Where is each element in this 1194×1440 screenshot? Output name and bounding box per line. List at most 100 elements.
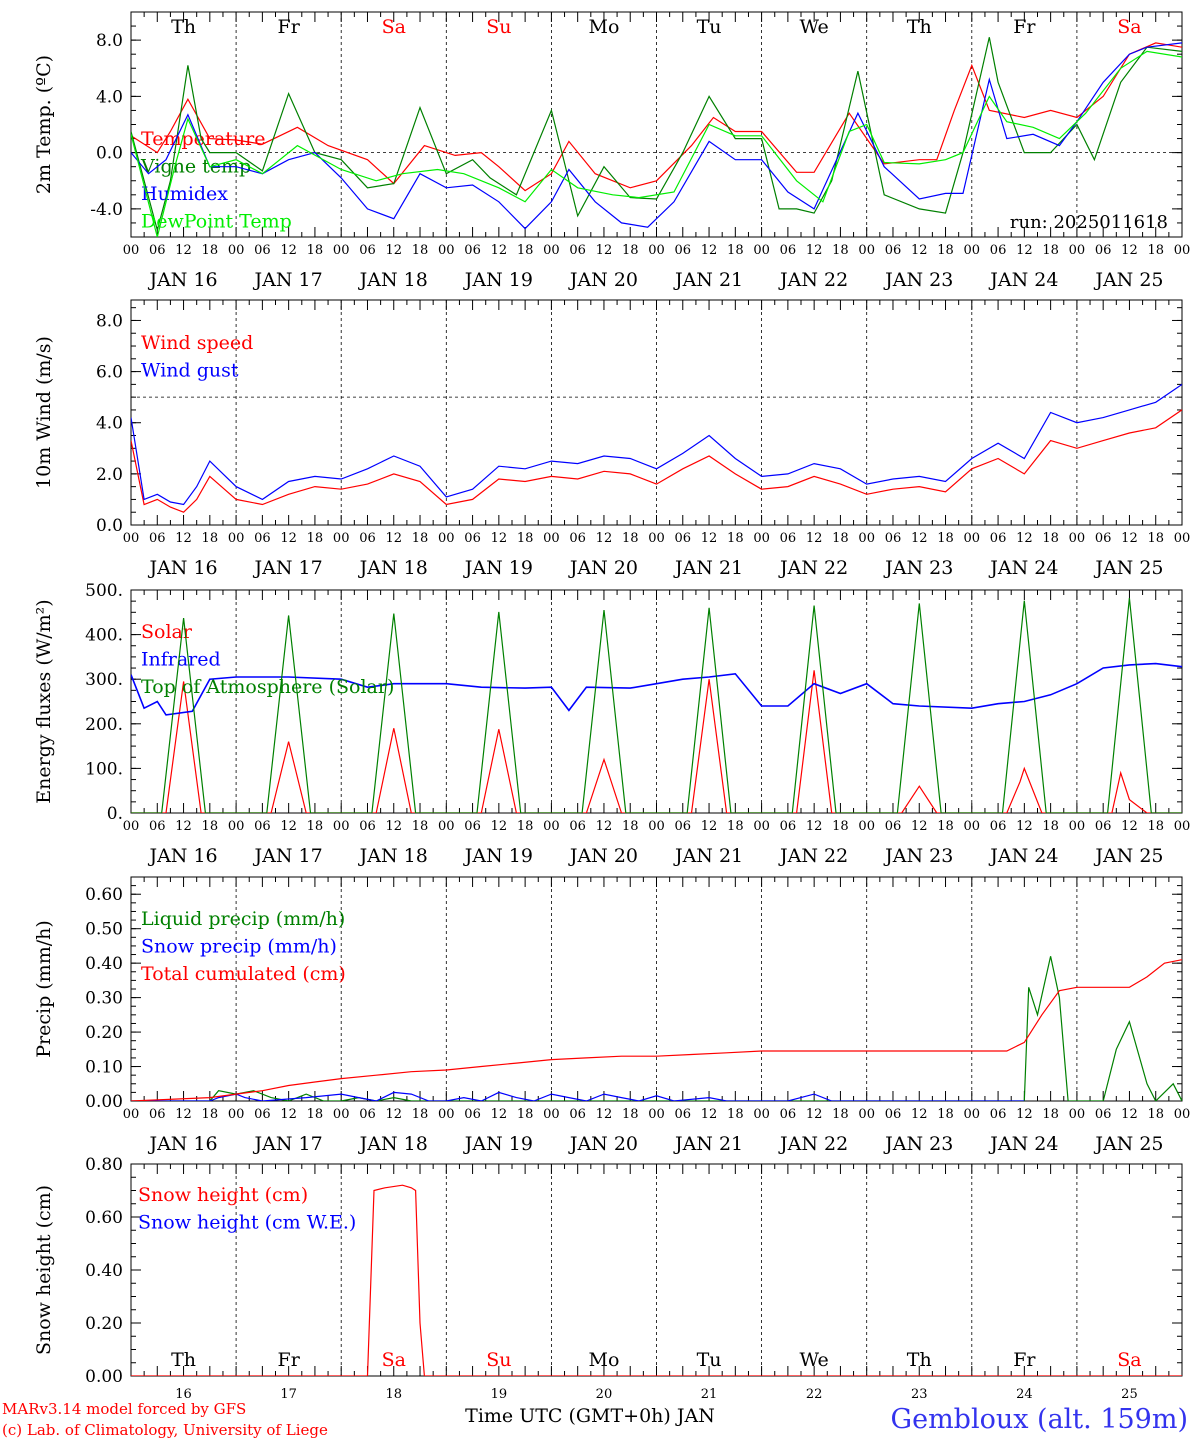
x-hour-label: 06 <box>254 1107 271 1122</box>
legend-entry: DewPoint Temp <box>141 211 292 233</box>
x-date-label: JAN 21 <box>673 845 743 867</box>
x-date-label: JAN 23 <box>883 557 953 579</box>
x-hour-label: 06 <box>359 819 376 834</box>
legend-entry: Vigne temp <box>140 156 251 178</box>
legend-entry: Total cumulated (cm) <box>141 963 346 985</box>
series-line-snow-height-cm- <box>131 1184 1182 1376</box>
legend-entry: Infrared <box>141 649 221 671</box>
x-hour-label: 18 <box>412 243 429 258</box>
x-hour-label: 18 <box>517 243 534 258</box>
x-date-label: JAN 21 <box>673 269 743 291</box>
x-hour-label: 06 <box>780 1107 797 1122</box>
x-hour-label: 00 <box>1174 243 1191 258</box>
x-hour-label: 00 <box>753 1107 770 1122</box>
x-date-label: JAN 22 <box>778 1133 848 1155</box>
x-hour-label: 06 <box>1095 531 1112 546</box>
x-day-number: 19 <box>491 1387 508 1402</box>
x-hour-label: 00 <box>858 1107 875 1122</box>
x-date-label: JAN 18 <box>358 557 428 579</box>
x-hour-label: 18 <box>937 819 954 834</box>
series-line-humidex <box>131 42 1182 230</box>
x-hour-label: 12 <box>491 531 508 546</box>
day-of-week-label: Th <box>171 1349 196 1371</box>
y-axis-label: 2m Temp. (ºC) <box>33 55 55 194</box>
x-hour-label: 18 <box>727 243 744 258</box>
x-day-number: 22 <box>806 1387 823 1402</box>
x-date-label: JAN 18 <box>358 1133 428 1155</box>
x-hour-label: 18 <box>937 243 954 258</box>
day-of-week-label: Th <box>907 16 932 38</box>
y-axis-label: 10m Wind (m/s) <box>33 336 55 489</box>
x-hour-label: 06 <box>990 531 1007 546</box>
x-date-label: JAN 19 <box>463 557 533 579</box>
x-date-label: JAN 19 <box>463 1133 533 1155</box>
day-of-week-label: Fr <box>278 1349 301 1371</box>
x-hour-label: 00 <box>438 531 455 546</box>
x-date-label: JAN 22 <box>778 557 848 579</box>
panel-temp: -4.0 0.0 4.0 8.0 2m Temp. (ºC) 00 06 12 18 JAN 16… <box>33 11 1191 291</box>
x-hour-label: 00 <box>1174 1107 1191 1122</box>
x-hour-label: 12 <box>280 531 297 546</box>
x-day-number: 18 <box>385 1387 402 1402</box>
x-date-label: JAN 16 <box>147 1133 217 1155</box>
series-line-dewpoint-temp <box>131 50 1182 237</box>
day-of-week-label: Th <box>171 16 196 38</box>
x-hour-label: 12 <box>1016 243 1033 258</box>
x-hour-label: 18 <box>937 1107 954 1122</box>
x-hour-label: 12 <box>911 243 928 258</box>
x-hour-label: 00 <box>753 819 770 834</box>
x-hour-label: 06 <box>885 531 902 546</box>
y-tick-label: 0.0 <box>96 516 123 536</box>
x-hour-label: 06 <box>990 819 1007 834</box>
x-hour-label: 18 <box>727 819 744 834</box>
x-hour-label: 06 <box>780 243 797 258</box>
y-tick-label: 0.00 <box>85 1367 123 1387</box>
x-hour-label: 00 <box>1174 819 1191 834</box>
x-hour-label: 00 <box>333 243 350 258</box>
x-hour-label: 12 <box>596 243 613 258</box>
y-tick-label: 300. <box>85 670 123 690</box>
x-hour-label: 18 <box>517 531 534 546</box>
x-date-label: JAN 22 <box>778 269 848 291</box>
x-hour-label: 12 <box>1121 531 1138 546</box>
x-hour-label: 00 <box>228 531 245 546</box>
x-hour-label: 00 <box>858 531 875 546</box>
day-of-week-label: Fr <box>278 16 301 38</box>
legend-entry: Snow precip (mm/h) <box>141 936 337 958</box>
plot-frame <box>130 11 1183 238</box>
y-tick-label: 0.50 <box>85 920 123 940</box>
x-hour-label: 06 <box>569 819 586 834</box>
x-hour-label: 06 <box>569 243 586 258</box>
y-tick-label: 0.60 <box>85 885 123 905</box>
x-hour-label: 18 <box>727 1107 744 1122</box>
x-hour-label: 12 <box>491 819 508 834</box>
x-hour-label: 12 <box>701 1107 718 1122</box>
y-tick-label: 6.0 <box>96 363 123 383</box>
y-tick-label: 0.20 <box>85 1314 123 1334</box>
y-tick-label: 0.30 <box>85 989 123 1009</box>
x-hour-label: 12 <box>1121 819 1138 834</box>
x-hour-label: 06 <box>885 819 902 834</box>
day-of-week-label: We <box>800 16 829 38</box>
x-hour-label: 00 <box>123 819 140 834</box>
x-hour-label: 00 <box>543 1107 560 1122</box>
x-hour-label: 06 <box>359 1107 376 1122</box>
x-hour-label: 00 <box>858 819 875 834</box>
x-hour-label: 18 <box>517 819 534 834</box>
x-hour-label: 18 <box>622 243 639 258</box>
x-hour-label: 06 <box>359 531 376 546</box>
x-date-label: JAN 17 <box>253 1133 323 1155</box>
x-hour-label: 00 <box>1069 1107 1086 1122</box>
x-date-label: JAN 24 <box>988 845 1058 867</box>
x-hour-label: 18 <box>622 531 639 546</box>
location-title: Gembloux (alt. 159m) <box>891 1404 1188 1435</box>
legend-entry: Snow height (cm W.E.) <box>138 1212 356 1234</box>
x-hour-label: 00 <box>964 1107 981 1122</box>
x-hour-label: 06 <box>780 531 797 546</box>
x-hour-label: 12 <box>280 243 297 258</box>
x-hour-label: 18 <box>622 819 639 834</box>
x-hour-label: 06 <box>254 531 271 546</box>
x-hour-label: 00 <box>648 243 665 258</box>
x-hour-label: 06 <box>1095 1107 1112 1122</box>
x-date-label: JAN 17 <box>253 845 323 867</box>
